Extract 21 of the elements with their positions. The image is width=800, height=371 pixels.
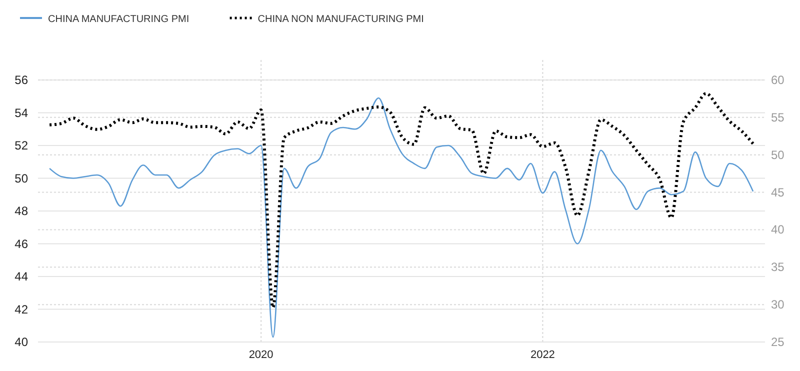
y-tick-label: 48 [14, 204, 28, 218]
y-tick-label: 40 [14, 335, 28, 349]
y-tick-label: 50 [14, 171, 28, 186]
y-tick-label: 46 [14, 236, 28, 251]
y2-tick-label: 50 [771, 148, 785, 162]
y2-tick-label: 45 [771, 185, 785, 200]
legend-label: CHINA NON MANUFACTURING PMI [258, 14, 424, 25]
y2-tick-label: 40 [771, 222, 785, 237]
legend-label: CHINA MANUFACTURING PMI [48, 14, 190, 25]
y-tick-label: 56 [14, 73, 28, 87]
y2-tick-label: 30 [771, 298, 785, 312]
x-tick-label: 2022 [530, 349, 555, 361]
y-tick-label: 54 [14, 106, 28, 120]
y2-tick-label: 35 [771, 260, 785, 274]
y2-tick-label: 25 [771, 335, 785, 349]
y2-tick-label: 60 [771, 73, 785, 87]
x-tick-label: 2020 [248, 349, 274, 361]
y2-tick-label: 55 [771, 110, 785, 124]
y-tick-label: 42 [14, 302, 28, 316]
y-tick-label: 44 [14, 270, 28, 284]
y-tick-label: 52 [14, 138, 28, 152]
